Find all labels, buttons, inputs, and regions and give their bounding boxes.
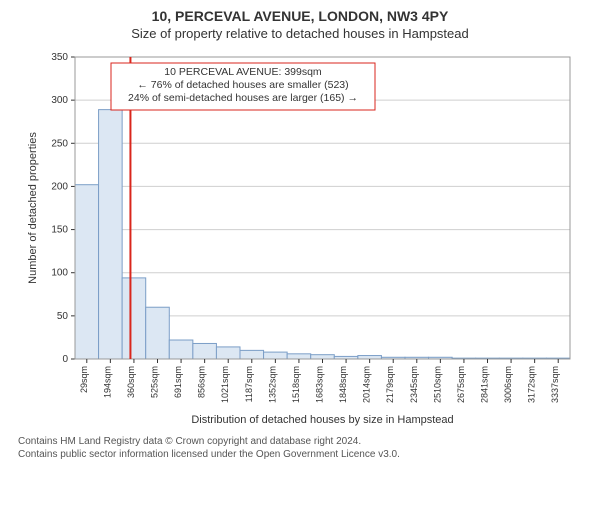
svg-text:Number of detached properties: Number of detached properties [27, 132, 39, 284]
svg-text:150: 150 [51, 225, 68, 236]
svg-text:50: 50 [57, 311, 69, 322]
footer-line-1: Contains HM Land Registry data © Crown c… [18, 435, 582, 448]
svg-text:200: 200 [51, 181, 68, 192]
svg-text:525sqm: 525sqm [150, 366, 160, 398]
svg-text:1187sqm: 1187sqm [244, 366, 254, 402]
svg-text:691sqm: 691sqm [173, 366, 183, 398]
svg-text:2510sqm: 2510sqm [432, 366, 442, 403]
footer-line-2: Contains public sector information licen… [18, 448, 582, 461]
footer: Contains HM Land Registry data © Crown c… [18, 435, 582, 461]
svg-text:1021sqm: 1021sqm [220, 366, 230, 403]
chart-svg: 0 50 100 150 200 250 300 350 29sqm 194sqm 360sqm 52… [20, 49, 580, 429]
svg-text:360sqm: 360sqm [126, 366, 136, 398]
svg-text:300: 300 [51, 95, 68, 106]
page-title: 10, PERCEVAL AVENUE, LONDON, NW3 4PY [0, 8, 600, 24]
svg-text:3006sqm: 3006sqm [503, 366, 513, 403]
svg-text:250: 250 [51, 138, 68, 149]
svg-text:2841sqm: 2841sqm [480, 366, 490, 403]
svg-text:1352sqm: 1352sqm [267, 366, 277, 403]
svg-text:100: 100 [51, 268, 68, 279]
svg-text:2345sqm: 2345sqm [409, 366, 419, 403]
svg-text:856sqm: 856sqm [197, 366, 207, 398]
svg-text:3172sqm: 3172sqm [527, 366, 537, 403]
svg-text:3337sqm: 3337sqm [550, 366, 560, 403]
svg-text:10 PERCEVAL AVENUE: 399sqm: 10 PERCEVAL AVENUE: 399sqm [164, 66, 322, 78]
svg-text:2179sqm: 2179sqm [385, 366, 395, 403]
svg-text:0: 0 [62, 354, 68, 365]
svg-text:194sqm: 194sqm [102, 366, 112, 398]
svg-text:1518sqm: 1518sqm [291, 366, 301, 403]
svg-text:1683sqm: 1683sqm [315, 366, 325, 403]
svg-text:Distribution of detached house: Distribution of detached houses by size … [191, 414, 453, 426]
svg-text:2014sqm: 2014sqm [362, 366, 372, 403]
page-subtitle: Size of property relative to detached ho… [0, 26, 600, 41]
svg-text:29sqm: 29sqm [79, 366, 89, 393]
svg-text:← 76% of detached houses are s: ← 76% of detached houses are smaller (52… [137, 79, 348, 91]
histogram-chart: 0 50 100 150 200 250 300 350 29sqm 194sqm 360sqm 52… [20, 49, 580, 429]
svg-text:1848sqm: 1848sqm [338, 366, 348, 403]
svg-text:2675sqm: 2675sqm [456, 366, 466, 403]
svg-text:24% of semi-detached houses ar: 24% of semi-detached houses are larger (… [128, 92, 358, 104]
svg-text:350: 350 [51, 52, 68, 63]
